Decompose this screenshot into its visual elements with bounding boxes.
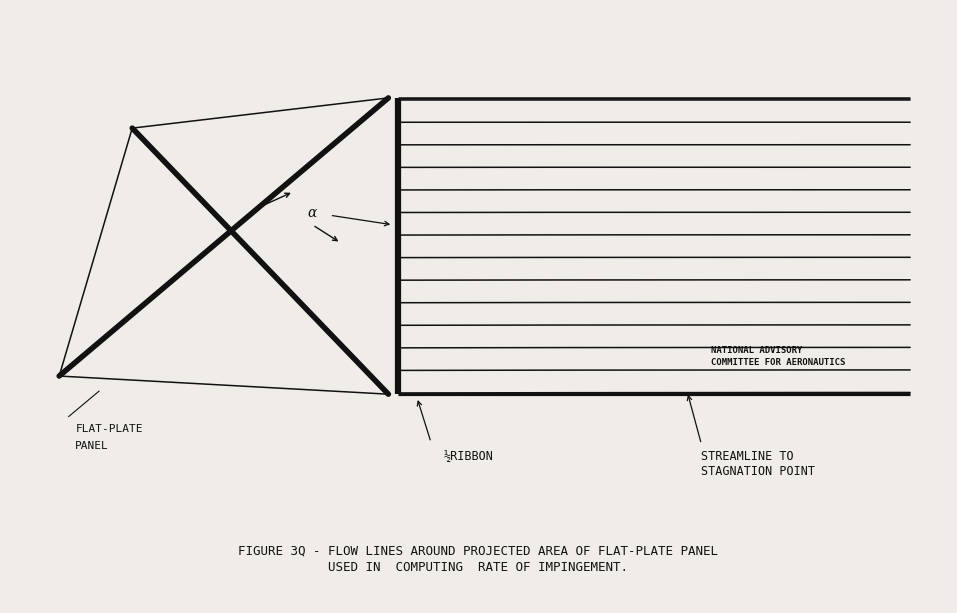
Text: STREAMLINE TO: STREAMLINE TO xyxy=(701,451,794,463)
Text: COMMITTEE FOR AERONAUTICS: COMMITTEE FOR AERONAUTICS xyxy=(711,358,845,367)
Text: FIGURE 3Q - FLOW LINES AROUND PROJECTED AREA OF FLAT-PLATE PANEL: FIGURE 3Q - FLOW LINES AROUND PROJECTED … xyxy=(238,545,719,558)
Text: NATIONAL ADVISORY: NATIONAL ADVISORY xyxy=(711,346,802,355)
Text: USED IN  COMPUTING  RATE OF IMPINGEMENT.: USED IN COMPUTING RATE OF IMPINGEMENT. xyxy=(328,562,629,574)
Text: ½RIBBON: ½RIBBON xyxy=(443,451,493,463)
Text: STAGNATION POINT: STAGNATION POINT xyxy=(701,465,815,478)
Text: α: α xyxy=(308,206,317,220)
Text: FLAT-PLATE: FLAT-PLATE xyxy=(76,424,143,435)
Text: PANEL: PANEL xyxy=(76,441,109,451)
